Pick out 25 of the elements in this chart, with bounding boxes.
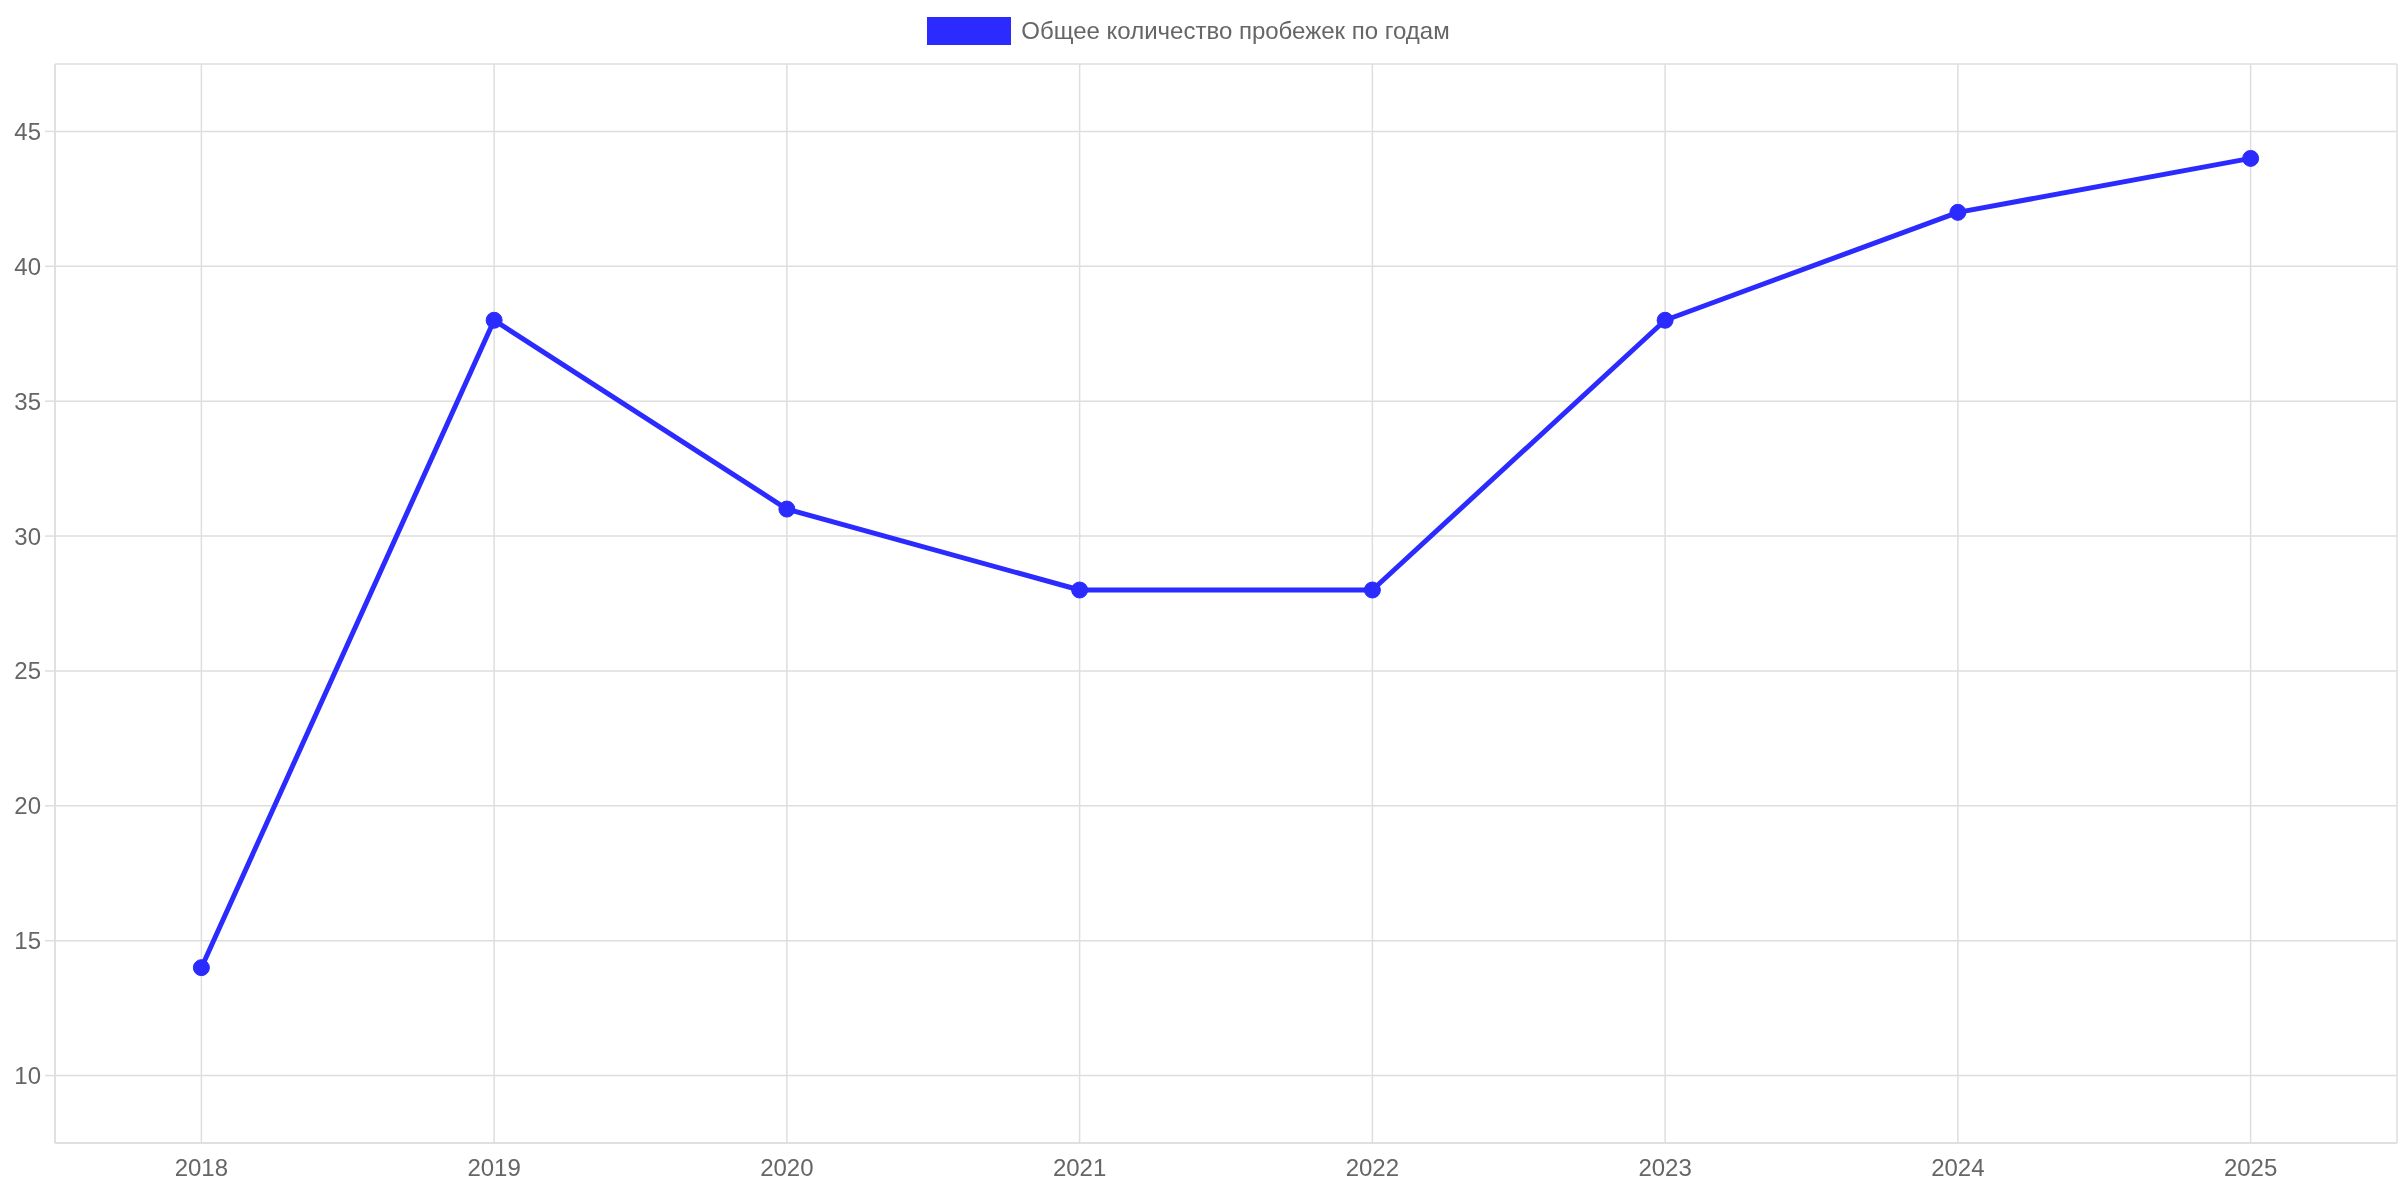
y-tick-label: 10 (14, 1062, 41, 1090)
x-tick-label: 2019 (467, 1154, 521, 1182)
y-tick-label: 15 (14, 927, 41, 955)
point (192, 959, 210, 977)
y-tick-label: 35 (14, 387, 41, 415)
point (2242, 149, 2260, 167)
point (1656, 311, 1674, 329)
point (485, 311, 503, 329)
point (1071, 581, 1089, 599)
x-tick-label: 2018 (174, 1154, 229, 1182)
y-tick-label: 40 (14, 252, 41, 280)
point (1363, 581, 1381, 599)
x-tick-label: 2025 (2223, 1154, 2278, 1182)
y-tick-label: 45 (14, 117, 41, 145)
y-tick-label: 30 (14, 522, 41, 550)
x-tick-label: 2020 (760, 1154, 814, 1182)
x-tick-label: 2022 (1345, 1154, 1400, 1182)
y-tick-label: 25 (14, 657, 41, 685)
x-tick-label: 2024 (1931, 1154, 1985, 1182)
x-tick-label: 2021 (1052, 1154, 1107, 1182)
point (1949, 203, 1967, 221)
x-tick-label: 2023 (1638, 1154, 1692, 1182)
point (778, 500, 796, 518)
legend-label: Общее количество пробежек по годам (1021, 17, 1450, 45)
y-tick-label: 20 (14, 792, 41, 820)
